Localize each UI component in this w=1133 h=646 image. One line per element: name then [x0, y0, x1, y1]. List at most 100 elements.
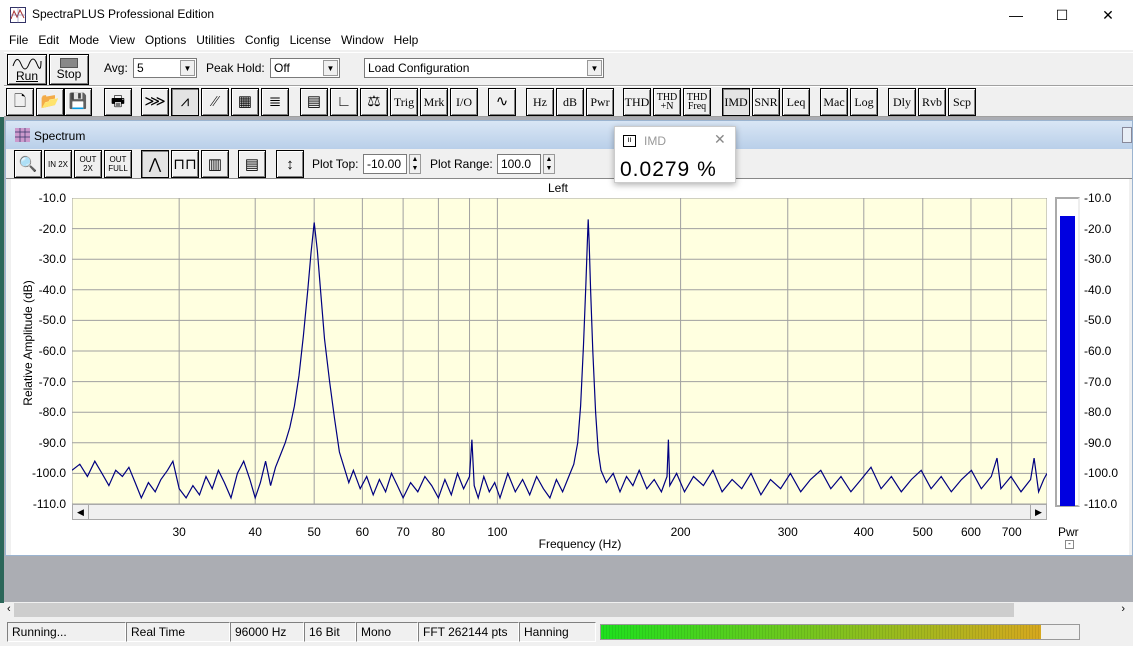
time-series-button[interactable]: ∕∕ — [201, 88, 229, 116]
y-tick-label: -30.0 — [38, 252, 66, 267]
avg-select[interactable]: 5 ▼ — [133, 58, 197, 78]
axis-button[interactable]: ∟ — [330, 88, 358, 116]
plot-top-spinner[interactable]: ▲ ▼ — [409, 154, 421, 174]
imd-button[interactable]: IMD — [722, 88, 750, 116]
spectrum-window-icon — [15, 128, 30, 142]
scrollbar-thumb[interactable] — [14, 603, 1014, 617]
print-button[interactable]: 🖶 — [104, 88, 132, 116]
hz-button[interactable]: Hz — [526, 88, 554, 116]
main-toolbar: Run Stop Avg: 5 ▼ Peak Hold: Off ▼ Load Co… — [4, 52, 1133, 86]
peak-hold-label: Peak Hold: — [206, 61, 265, 75]
status-cell: 16 Bit — [304, 622, 356, 642]
menu-edit[interactable]: Edit — [38, 33, 60, 47]
menu-mode[interactable]: Mode — [69, 33, 100, 47]
horizontal-scrollbar[interactable]: ‹ › — [4, 602, 1133, 618]
status-cell: Hanning — [519, 622, 596, 642]
scp-button[interactable]: Scp — [948, 88, 976, 116]
x-tick-label: 700 — [1001, 525, 1022, 539]
bar-button[interactable]: ▥ — [201, 150, 229, 178]
y-tick-label: -90.0 — [38, 435, 66, 450]
minimize-button[interactable]: — — [1009, 7, 1023, 23]
dly-button[interactable]: Dly — [888, 88, 916, 116]
3d-surface-button[interactable]: ≣ — [261, 88, 289, 116]
pause-icon[interactable]: ıı — [623, 135, 636, 147]
imd-popup: ıı IMD ✕ 0.0279 % — [614, 126, 736, 183]
generator-button[interactable]: ∿ — [488, 88, 516, 116]
line-button[interactable]: ⋀ — [141, 150, 169, 178]
rvb-button[interactable]: Rvb — [918, 88, 946, 116]
zoom-in-2x-button[interactable]: IN 2X — [44, 150, 72, 178]
mrk-button[interactable]: Mrk — [420, 88, 448, 116]
menu-config[interactable]: Config — [244, 33, 280, 47]
y-tick-label: -70.0 — [38, 374, 66, 389]
power-meter-minimize-button[interactable]: - — [1065, 540, 1074, 549]
power-tick-label: -20.0 — [1084, 221, 1112, 236]
scroll-left-icon[interactable]: ◀ — [73, 505, 89, 519]
settings-panel-icon: ▤ — [244, 155, 260, 173]
scroll-right-icon[interactable]: ▶ — [1030, 505, 1046, 519]
chevron-down-icon: ▼ — [587, 60, 602, 76]
leq-button[interactable]: Leq — [782, 88, 810, 116]
settings-panel-icon: ▤ — [306, 94, 322, 110]
window-button[interactable] — [1122, 127, 1132, 143]
zoom-button[interactable]: 🔍 — [14, 150, 42, 178]
step-button[interactable]: ⊓⊓ — [171, 150, 199, 178]
db-button[interactable]: dB — [556, 88, 584, 116]
stop-icon — [60, 58, 78, 68]
settings-button[interactable]: ▤ — [300, 88, 328, 116]
bar-plot-icon: ▥ — [207, 155, 223, 173]
magnifier-icon: 🔍 — [18, 155, 38, 173]
y-tick-label: -60.0 — [38, 344, 66, 358]
snr-button[interactable]: SNR — [752, 88, 780, 116]
mac-button[interactable]: Mac — [820, 88, 848, 116]
zoom-out-2x-button[interactable]: OUT 2X — [74, 150, 102, 178]
spectrogram-button[interactable]: ▦ — [231, 88, 259, 116]
chevron-down-icon: ▼ — [323, 60, 338, 76]
menu-utilities[interactable]: Utilities — [196, 33, 235, 47]
power-meter — [1055, 197, 1080, 507]
thd-button[interactable]: THD — [623, 88, 651, 116]
scroll-right-icon[interactable]: › — [1121, 603, 1125, 615]
plot-range-input[interactable]: 100.0 — [497, 154, 541, 174]
peak-hold-select[interactable]: Off ▼ — [270, 58, 340, 78]
menu-view[interactable]: View — [109, 33, 135, 47]
thdn-button[interactable]: THD +N — [653, 88, 681, 116]
menu-options[interactable]: Options — [144, 33, 187, 47]
menu-window[interactable]: Window — [340, 33, 384, 47]
run-button[interactable]: Run — [7, 54, 47, 85]
scroll-left-icon[interactable]: ‹ — [7, 603, 11, 615]
stop-button[interactable]: Stop — [49, 54, 89, 85]
close-button[interactable]: ✕ — [1102, 7, 1114, 23]
pwr-button[interactable]: Pwr — [586, 88, 614, 116]
title-bar: SpectraPLUS Professional Edition — ☐ ✕ — [0, 0, 1133, 30]
trig-button[interactable]: Trig — [390, 88, 418, 116]
new-button[interactable]: 🗋 — [6, 88, 34, 116]
open-button[interactable]: 📂 — [36, 88, 64, 116]
log-button[interactable]: Log — [850, 88, 878, 116]
menu-license[interactable]: License — [289, 33, 331, 47]
power-tick-label: -90.0 — [1084, 435, 1112, 450]
save-button[interactable]: 💾 — [64, 88, 92, 116]
spectrum-button[interactable]: ⩘ — [171, 88, 199, 116]
close-icon[interactable]: ✕ — [714, 131, 726, 147]
thdfreq-button[interactable]: THD Freq — [683, 88, 711, 116]
autoscale-button[interactable]: ↕ — [276, 150, 304, 178]
configuration-select[interactable]: Load Configuration ▼ — [364, 58, 604, 78]
record-button[interactable]: ⋙ — [141, 88, 169, 116]
line-plot-icon: ⋀ — [148, 155, 162, 173]
power-tick-label: -100.0 — [1084, 466, 1119, 481]
menu-file[interactable]: File — [9, 33, 29, 47]
menu-help[interactable]: Help — [393, 33, 419, 47]
zoom-out-full-button[interactable]: OUT FULL — [104, 150, 132, 178]
power-tick-label: -80.0 — [1084, 405, 1112, 420]
plot-range-spinner[interactable]: ▲ ▼ — [543, 154, 555, 174]
y-tick-label: -100.0 — [31, 466, 66, 481]
analysis-toolbar: 🗋 📂 💾 🖶 ⋙ ⩘ ∕∕ ▦ ≣ ▤ ∟ ⚖ Trig Mrk I/O ∿ Hz dB Pwr THD THD +N… — [4, 86, 1133, 117]
calibration-button[interactable]: ⚖ — [360, 88, 388, 116]
plot-top-input[interactable]: -10.00 — [363, 154, 407, 174]
maximize-button[interactable]: ☐ — [1055, 7, 1069, 23]
io-button[interactable]: I/O — [450, 88, 478, 116]
settings-button[interactable]: ▤ — [238, 150, 266, 178]
status-cell: Real Time — [126, 622, 230, 642]
plot-scrollbar[interactable]: ◀ ▶ — [72, 504, 1047, 520]
